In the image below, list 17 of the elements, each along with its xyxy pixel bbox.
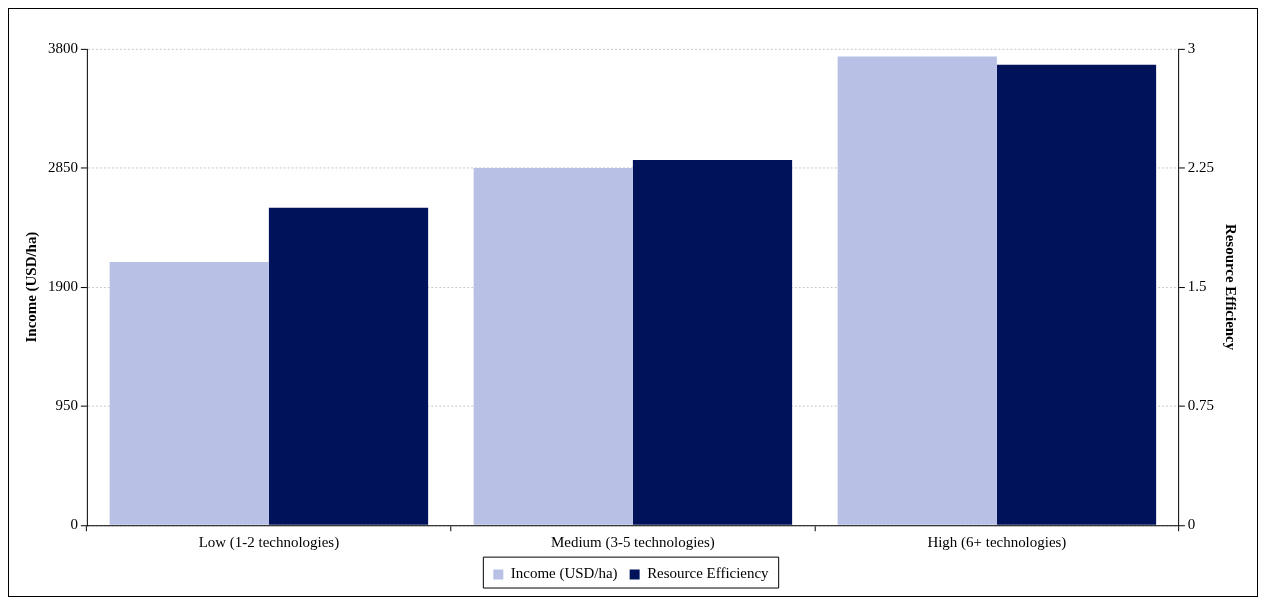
legend-label: Resource Efficiency	[647, 565, 770, 582]
y2-tick-label: 0	[1187, 516, 1196, 533]
y-tick-label: 0	[70, 516, 78, 533]
y2-tick-label: 2.25	[1187, 158, 1215, 175]
y-axis-title: Income (USD/ha)	[22, 231, 40, 343]
y2-tick-label: 3	[1187, 39, 1196, 56]
y-tick-label: 2850	[47, 158, 78, 175]
y2-tick-label: 0.75	[1187, 397, 1215, 414]
x-tick-label: High (6+ technologies)	[927, 534, 1067, 552]
x-tick-label: Low (1-2 technologies)	[198, 534, 340, 552]
x-tick-label: Medium (3-5 technologies)	[550, 534, 715, 552]
y-tick-label: 950	[55, 397, 78, 414]
y-tick-label: 1900	[47, 277, 78, 294]
y-tick-label: 3800	[47, 39, 78, 56]
y2-tick-label: 1.5	[1187, 277, 1207, 294]
y2-axis-title: Resource Efficiency	[1223, 223, 1240, 351]
legend-label: Income (USD/ha)	[510, 565, 618, 583]
